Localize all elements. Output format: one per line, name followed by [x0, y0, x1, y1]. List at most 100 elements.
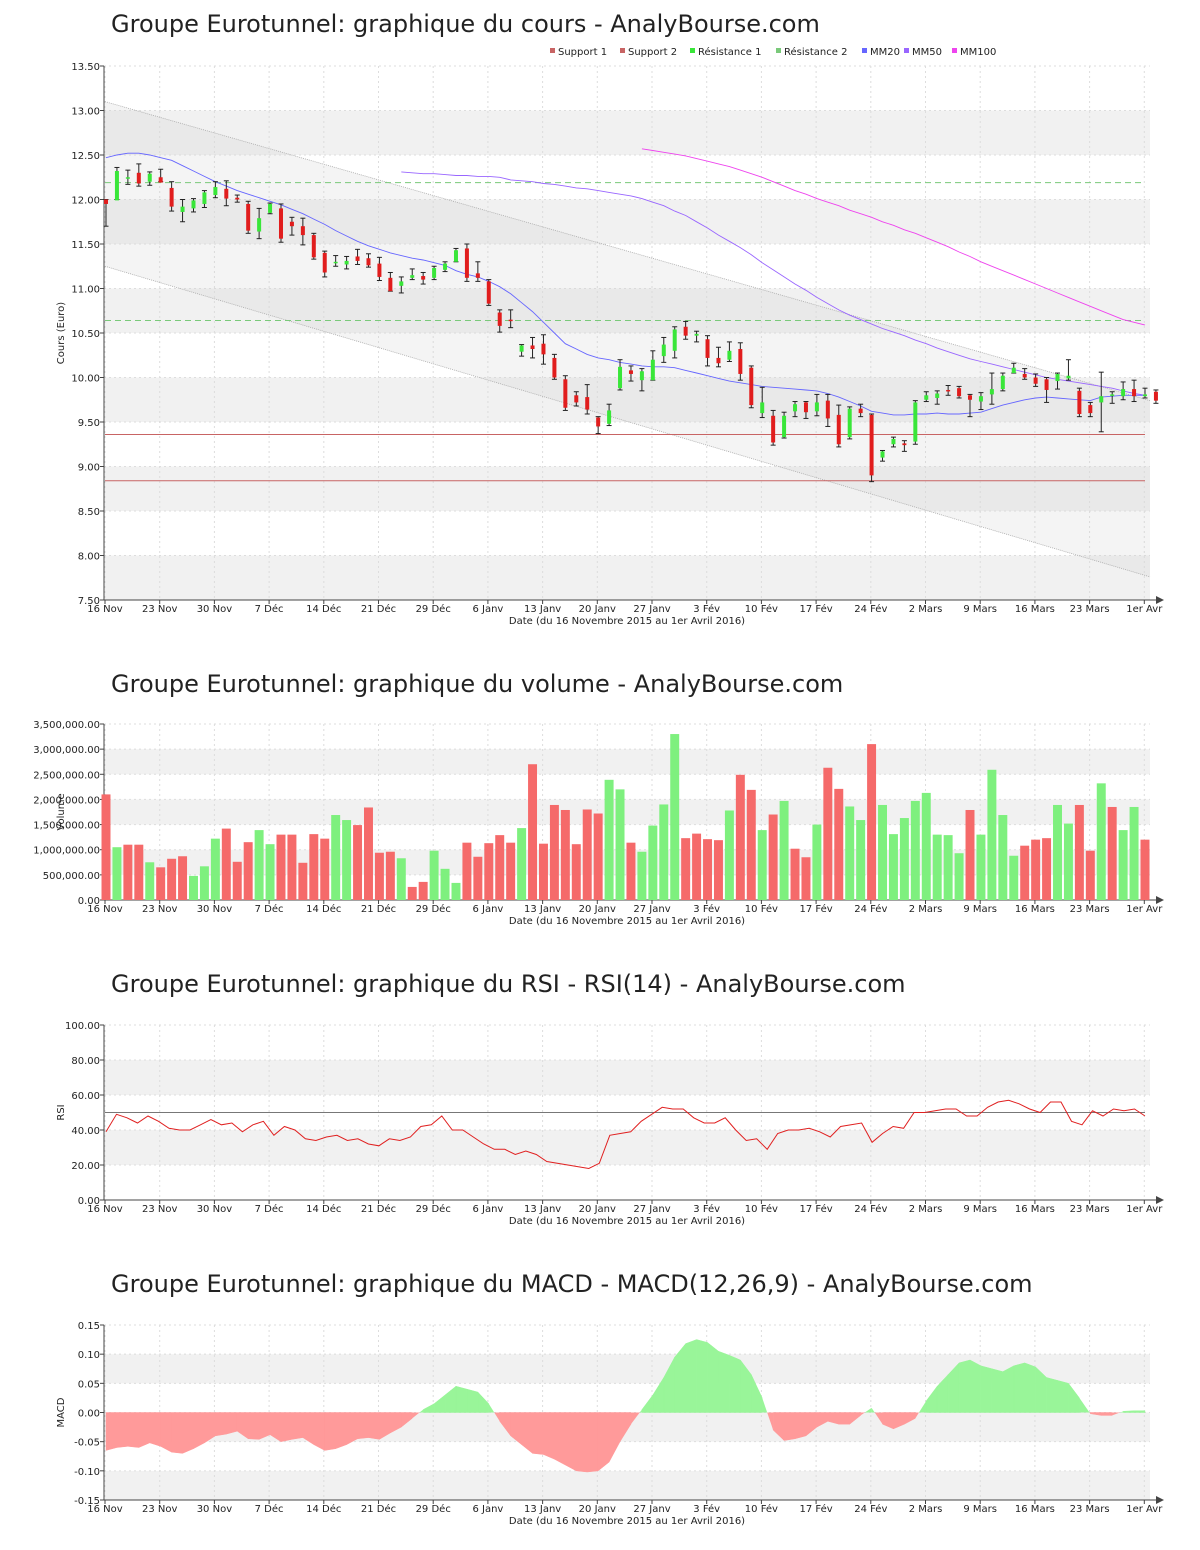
macd-area-segment: [685, 1339, 697, 1413]
legend-swatch: [904, 48, 909, 53]
macd-area-segment: [838, 1412, 850, 1425]
macd-area-segment: [980, 1365, 993, 1413]
x-tick-label: 16 Nov: [87, 1504, 123, 1515]
candle-body: [104, 199, 108, 204]
candle-body: [913, 402, 918, 442]
macd-area-segment: [138, 1412, 150, 1448]
volume-bar: [692, 833, 702, 900]
volume-bar: [801, 857, 811, 900]
volume-bar: [932, 834, 942, 900]
candle-body: [1132, 389, 1137, 397]
plot-band: [105, 1441, 1150, 1471]
candle: [278, 203, 284, 243]
candle: [880, 449, 886, 462]
x-tick-label: 23 Mars: [1070, 1204, 1110, 1215]
x-tick-label: 1er Avr: [1126, 1204, 1163, 1215]
volume-bar: [888, 834, 898, 900]
candle-body: [639, 371, 644, 381]
x-tick-label: 16 Mars: [1015, 1204, 1055, 1215]
candle: [694, 330, 700, 343]
plot-band: [105, 749, 1150, 775]
y-tick-label: 0.15: [78, 1321, 100, 1332]
candle: [617, 359, 623, 391]
x-tick-label: 27 Janv: [633, 604, 670, 615]
volume-bar: [823, 767, 833, 900]
volume-bar: [1074, 804, 1084, 900]
macd-area-segment: [116, 1412, 129, 1448]
macd-area-segment: [105, 1412, 118, 1451]
candle-body: [136, 172, 141, 184]
x-tick-label: 17 Fév: [800, 1503, 833, 1515]
candle-body: [989, 389, 994, 395]
macd-area-segment: [247, 1412, 260, 1440]
x-axis-arrow: [1156, 896, 1164, 904]
volume-bar: [1020, 845, 1030, 900]
macd-area-segment: [258, 1412, 271, 1440]
macd-area-segment: [280, 1412, 293, 1442]
volume-bar: [1031, 839, 1041, 900]
volume-bar: [615, 789, 625, 900]
candle-body: [1077, 390, 1082, 414]
x-tick-label: 27 Janv: [633, 1204, 670, 1215]
candle-body: [497, 312, 502, 326]
plot-band: [105, 288, 1150, 333]
candle-body: [924, 395, 929, 400]
x-tick-label: 9 Mars: [963, 904, 997, 915]
candle: [858, 403, 864, 418]
x-tick-label: 7 Déc: [255, 603, 284, 615]
candle: [1142, 387, 1148, 399]
x-tick-label: 24 Fév: [854, 1503, 887, 1515]
candle: [497, 309, 503, 333]
x-tick-label: 30 Nov: [197, 604, 233, 615]
candle: [365, 253, 371, 268]
y-tick-label: 1,500,000.00: [33, 821, 100, 832]
volume-bar: [353, 825, 363, 900]
candle: [912, 400, 918, 445]
candle-body: [202, 192, 207, 204]
plot-band: [105, 799, 1150, 825]
candle: [1109, 391, 1115, 404]
candle-body: [541, 343, 546, 355]
plot-band: [105, 333, 1150, 378]
volume-bar: [429, 850, 439, 900]
candle-body: [224, 188, 229, 199]
candle-body: [1153, 391, 1158, 401]
plot-band: [105, 466, 1150, 511]
legend-label: Résistance 2: [784, 46, 847, 58]
volume-bar: [681, 838, 691, 900]
x-tick-label: 29 Déc: [416, 1503, 451, 1515]
candle: [540, 334, 546, 365]
volume-bar: [167, 858, 177, 900]
x-tick-label: 6 Janv: [472, 1504, 503, 1515]
macd-area-segment: [849, 1412, 861, 1425]
candle-body: [935, 393, 940, 398]
volume-bar: [517, 828, 527, 900]
macd-area-segment: [1024, 1362, 1036, 1413]
x-tick-label: 14 Déc: [306, 903, 341, 915]
candle: [1022, 368, 1028, 380]
candle-body: [530, 345, 535, 350]
y-tick-label: 60.00: [71, 1091, 100, 1102]
macd-area-segment: [554, 1412, 566, 1466]
candle-body: [125, 177, 130, 179]
candle: [715, 346, 721, 368]
volume-bar: [374, 852, 384, 900]
candle-body: [716, 357, 721, 364]
candle-body: [683, 326, 688, 336]
x-tick-label: 7 Déc: [255, 1503, 284, 1515]
candle: [726, 341, 732, 362]
candle-body: [289, 221, 294, 227]
macd-area-segment: [915, 1412, 919, 1419]
volume-panel: Groupe Eurotunnel: graphique du volume -…: [0, 660, 1200, 950]
volume-bar: [768, 814, 778, 900]
y-tick-label: 3,000,000.00: [33, 745, 100, 756]
candle: [759, 386, 765, 419]
candle: [551, 353, 557, 380]
candle-body: [432, 268, 437, 278]
volume-bar: [462, 842, 472, 900]
volume-bar: [878, 804, 887, 900]
candle-body: [158, 177, 163, 183]
volume-bar: [987, 769, 997, 900]
plot-band: [105, 110, 1150, 155]
y-tick-label: 40.00: [71, 1126, 100, 1137]
